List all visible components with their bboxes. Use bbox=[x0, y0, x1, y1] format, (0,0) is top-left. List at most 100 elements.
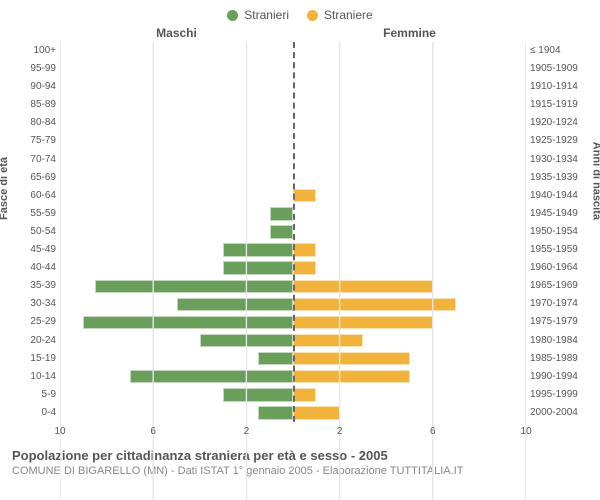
y-tick-age: 100+ bbox=[10, 42, 56, 60]
y-tick-birth: 2000-2004 bbox=[530, 404, 590, 422]
y-tick-age: 70-74 bbox=[10, 151, 56, 169]
bar-female bbox=[293, 370, 410, 383]
bar-male bbox=[130, 370, 293, 383]
pyramid-row bbox=[60, 223, 526, 241]
y-tick-birth: 1960-1964 bbox=[530, 259, 590, 277]
y-tick-birth: 1970-1974 bbox=[530, 295, 590, 313]
y-tick-age: 60-64 bbox=[10, 187, 56, 205]
y-tick-age: 25-29 bbox=[10, 313, 56, 331]
y-axis-title-left: Fasce di età bbox=[0, 157, 10, 220]
y-tick-age: 5-9 bbox=[10, 386, 56, 404]
y-tick-birth: 1940-1944 bbox=[530, 187, 590, 205]
y-tick-birth: 1935-1939 bbox=[530, 169, 590, 187]
bar-male bbox=[177, 298, 294, 311]
pyramid-row bbox=[60, 295, 526, 313]
plot-area bbox=[60, 42, 526, 422]
y-tick-age: 50-54 bbox=[10, 223, 56, 241]
bar-female bbox=[293, 261, 316, 274]
x-tick: 10 bbox=[520, 426, 531, 437]
y-tick-age: 95-99 bbox=[10, 60, 56, 78]
bar-female bbox=[293, 406, 340, 419]
y-tick-birth: 1990-1994 bbox=[530, 368, 590, 386]
chart-footer: Popolazione per cittadinanza straniera p… bbox=[10, 448, 590, 477]
legend-label-female: Straniere bbox=[324, 8, 373, 22]
y-tick-age: 0-4 bbox=[10, 404, 56, 422]
x-tick: 6 bbox=[150, 426, 156, 437]
pyramid-row bbox=[60, 169, 526, 187]
column-headers: Maschi Femmine bbox=[10, 26, 590, 40]
y-tick-birth: 1905-1909 bbox=[530, 60, 590, 78]
y-tick-age: 65-69 bbox=[10, 169, 56, 187]
bar-male bbox=[95, 280, 293, 293]
bar-female bbox=[293, 334, 363, 347]
bar-male bbox=[258, 406, 293, 419]
pyramid-row bbox=[60, 332, 526, 350]
y-tick-age: 55-59 bbox=[10, 205, 56, 223]
y-axis-age: 100+95-9990-9485-8980-8475-7970-7465-696… bbox=[10, 42, 60, 422]
bar-female bbox=[293, 316, 433, 329]
pyramid-row bbox=[60, 42, 526, 60]
y-tick-age: 10-14 bbox=[10, 368, 56, 386]
y-tick-birth: 1930-1934 bbox=[530, 151, 590, 169]
bar-female bbox=[293, 280, 433, 293]
y-tick-age: 80-84 bbox=[10, 114, 56, 132]
y-tick-birth: 1955-1959 bbox=[530, 241, 590, 259]
pyramid-row bbox=[60, 368, 526, 386]
y-tick-birth: 1975-1979 bbox=[530, 313, 590, 331]
bar-female bbox=[293, 298, 456, 311]
y-tick-age: 40-44 bbox=[10, 259, 56, 277]
header-male: Maschi bbox=[60, 26, 293, 40]
pyramid-row bbox=[60, 350, 526, 368]
x-tick: 2 bbox=[244, 426, 250, 437]
bar-male bbox=[223, 243, 293, 256]
y-tick-age: 45-49 bbox=[10, 241, 56, 259]
bar-male bbox=[83, 316, 293, 329]
pyramid-row bbox=[60, 205, 526, 223]
legend: Stranieri Straniere bbox=[10, 8, 590, 22]
y-tick-birth: 1915-1919 bbox=[530, 96, 590, 114]
pyramid-row bbox=[60, 277, 526, 295]
pyramid-row bbox=[60, 151, 526, 169]
bar-male bbox=[223, 388, 293, 401]
legend-label-male: Stranieri bbox=[244, 8, 289, 22]
chart-subtitle: COMUNE DI BIGARELLO (MN) - Dati ISTAT 1°… bbox=[12, 465, 588, 477]
y-tick-age: 35-39 bbox=[10, 277, 56, 295]
y-tick-birth: 1965-1969 bbox=[530, 277, 590, 295]
bar-female bbox=[293, 352, 410, 365]
y-tick-birth: ≤ 1904 bbox=[530, 42, 590, 60]
bar-male bbox=[270, 207, 293, 220]
legend-swatch-male bbox=[227, 10, 238, 21]
legend-item-female: Straniere bbox=[307, 8, 373, 22]
y-tick-birth: 1925-1929 bbox=[530, 132, 590, 150]
x-axis: 10621062 bbox=[10, 424, 590, 438]
y-axis-birth: ≤ 19041905-19091910-19141915-19191920-19… bbox=[526, 42, 590, 422]
y-tick-birth: 1910-1914 bbox=[530, 78, 590, 96]
pyramid-row bbox=[60, 132, 526, 150]
pyramid-row bbox=[60, 259, 526, 277]
y-axis-title-right: Anni di nascita bbox=[590, 142, 600, 220]
pyramid-row bbox=[60, 386, 526, 404]
x-tick: 6 bbox=[430, 426, 436, 437]
bar-male bbox=[270, 225, 293, 238]
pyramid-row bbox=[60, 96, 526, 114]
legend-item-male: Stranieri bbox=[227, 8, 289, 22]
pyramid-row bbox=[60, 241, 526, 259]
chart-title: Popolazione per cittadinanza straniera p… bbox=[12, 448, 588, 463]
bar-female bbox=[293, 388, 316, 401]
pyramid-row bbox=[60, 313, 526, 331]
header-female: Femmine bbox=[293, 26, 526, 40]
y-tick-birth: 1995-1999 bbox=[530, 386, 590, 404]
pyramid-row bbox=[60, 78, 526, 96]
population-pyramid-chart: Stranieri Straniere Maschi Femmine 100+9… bbox=[0, 0, 600, 500]
y-tick-age: 90-94 bbox=[10, 78, 56, 96]
y-tick-birth: 1950-1954 bbox=[530, 223, 590, 241]
bar-female bbox=[293, 189, 316, 202]
bar-male bbox=[200, 334, 293, 347]
y-tick-birth: 1980-1984 bbox=[530, 332, 590, 350]
pyramid-row bbox=[60, 60, 526, 78]
pyramid-row bbox=[60, 404, 526, 422]
y-tick-birth: 1985-1989 bbox=[530, 350, 590, 368]
y-tick-birth: 1945-1949 bbox=[530, 205, 590, 223]
bar-female bbox=[293, 243, 316, 256]
x-tick: 2 bbox=[337, 426, 343, 437]
